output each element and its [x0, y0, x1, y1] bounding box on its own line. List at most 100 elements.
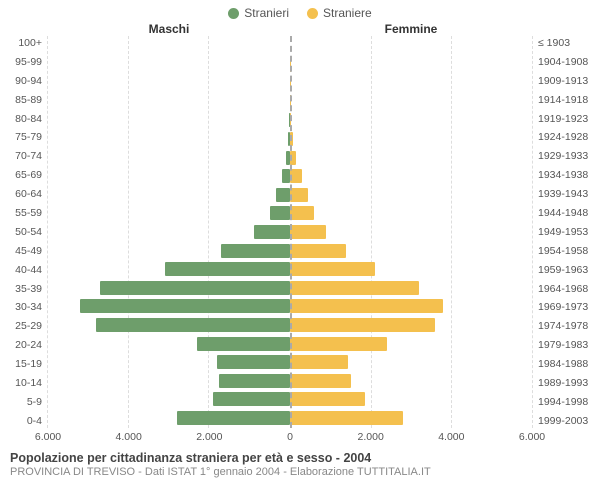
- birth-label: 1944-1948: [538, 207, 600, 219]
- swatch-male: [228, 8, 239, 19]
- birth-label: 1949-1953: [538, 226, 600, 238]
- male-bar: [221, 244, 290, 258]
- x-tick: 6.000: [35, 431, 61, 443]
- bar-row-female: [290, 168, 532, 184]
- age-label: 30-34: [0, 301, 42, 313]
- legend-male-label: Stranieri: [244, 6, 289, 20]
- birth-label: 1929-1933: [538, 150, 600, 162]
- age-label: 100+: [0, 37, 42, 49]
- birth-label: 1974-1978: [538, 320, 600, 332]
- male-bar: [276, 188, 290, 202]
- female-bar: [290, 262, 375, 276]
- legend-female: Straniere: [307, 6, 372, 20]
- female-bar: [290, 374, 351, 388]
- footer: Popolazione per cittadinanza straniera p…: [0, 445, 600, 478]
- age-label: 20-24: [0, 339, 42, 351]
- bar-row-male: [48, 336, 290, 352]
- age-label: 60-64: [0, 188, 42, 200]
- bar-row-male: [48, 112, 290, 128]
- age-label: 95-99: [0, 56, 42, 68]
- pyramid-chart: Fasce di età 100+95-9990-9485-8980-8475-…: [0, 36, 600, 428]
- bar-row-male: [48, 205, 290, 221]
- bar-row-female: [290, 150, 532, 166]
- age-label: 35-39: [0, 283, 42, 295]
- bar-row-male: [48, 75, 290, 91]
- bar-row-female: [290, 57, 532, 73]
- male-bar: [100, 281, 290, 295]
- birth-label: 1914-1918: [538, 94, 600, 106]
- age-label: 50-54: [0, 226, 42, 238]
- x-tick: 2.000: [358, 431, 384, 443]
- female-bar: [290, 392, 365, 406]
- y-axis-left: 100+95-9990-9485-8980-8475-7970-7465-696…: [0, 36, 48, 428]
- female-bar: [290, 281, 419, 295]
- birth-label: 1939-1943: [538, 188, 600, 200]
- bar-row-male: [48, 131, 290, 147]
- bar-row-male: [48, 317, 290, 333]
- female-bar: [290, 318, 435, 332]
- birth-label: 1984-1988: [538, 358, 600, 370]
- chart-subtitle: PROVINCIA DI TREVISO - Dati ISTAT 1° gen…: [10, 466, 590, 478]
- header-female: Femmine: [290, 22, 532, 36]
- legend-male: Stranieri: [228, 6, 289, 20]
- bar-row-female: [290, 298, 532, 314]
- male-bar: [197, 337, 290, 351]
- bar-row-female: [290, 373, 532, 389]
- bar-row-female: [290, 336, 532, 352]
- male-bar: [219, 374, 290, 388]
- bar-row-male: [48, 94, 290, 110]
- age-label: 65-69: [0, 169, 42, 181]
- age-label: 70-74: [0, 150, 42, 162]
- male-half: [48, 36, 290, 428]
- male-bar: [165, 262, 290, 276]
- age-label: 25-29: [0, 320, 42, 332]
- birth-label: 1919-1923: [538, 113, 600, 125]
- bar-row-female: [290, 112, 532, 128]
- x-tick: 4.000: [116, 431, 142, 443]
- female-bar: [290, 206, 314, 220]
- male-bar: [96, 318, 290, 332]
- bar-row-female: [290, 261, 532, 277]
- bar-row-female: [290, 410, 532, 426]
- age-label: 80-84: [0, 113, 42, 125]
- female-bar: [290, 225, 326, 239]
- bar-row-female: [290, 187, 532, 203]
- age-label: 85-89: [0, 94, 42, 106]
- bar-row-male: [48, 224, 290, 240]
- bar-row-male: [48, 410, 290, 426]
- age-label: 0-4: [0, 415, 42, 427]
- x-tick: 6.000: [519, 431, 545, 443]
- bar-row-female: [290, 243, 532, 259]
- birth-label: 1934-1938: [538, 169, 600, 181]
- female-bar: [290, 188, 308, 202]
- female-bar: [290, 244, 346, 258]
- legend: Stranieri Straniere: [0, 0, 600, 22]
- male-bar: [80, 299, 290, 313]
- bar-row-female: [290, 354, 532, 370]
- female-bar: [290, 299, 443, 313]
- male-bar: [177, 411, 290, 425]
- bar-row-female: [290, 94, 532, 110]
- bar-row-male: [48, 38, 290, 54]
- birth-label: 1994-1998: [538, 396, 600, 408]
- female-bar: [290, 411, 403, 425]
- male-bar: [217, 355, 290, 369]
- x-tick: 2.000: [196, 431, 222, 443]
- center-line: [290, 36, 292, 428]
- birth-label: ≤ 1903: [538, 37, 600, 49]
- y-axis-right: ≤ 19031904-19081909-19131914-19181919-19…: [532, 36, 600, 428]
- bar-row-female: [290, 317, 532, 333]
- bar-row-male: [48, 57, 290, 73]
- bar-row-male: [48, 354, 290, 370]
- age-label: 75-79: [0, 131, 42, 143]
- birth-label: 1979-1983: [538, 339, 600, 351]
- female-half: [290, 36, 532, 428]
- bar-row-male: [48, 261, 290, 277]
- bar-row-female: [290, 280, 532, 296]
- swatch-female: [307, 8, 318, 19]
- birth-label: 1999-2003: [538, 415, 600, 427]
- bar-row-female: [290, 38, 532, 54]
- bar-row-male: [48, 280, 290, 296]
- chart-title: Popolazione per cittadinanza straniera p…: [10, 451, 590, 465]
- bar-row-female: [290, 75, 532, 91]
